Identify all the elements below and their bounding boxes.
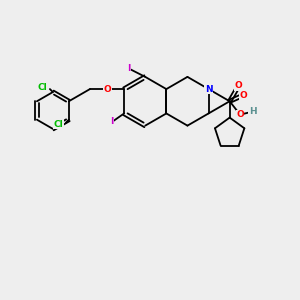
Text: O: O [236,110,244,119]
Text: N: N [205,85,212,94]
Text: H: H [249,107,256,116]
Text: O: O [104,85,112,94]
Text: O: O [239,91,247,100]
Text: O: O [235,81,242,90]
Text: I: I [111,117,114,126]
Text: Cl: Cl [54,120,63,129]
Text: Cl: Cl [38,83,47,92]
Text: I: I [127,64,130,73]
